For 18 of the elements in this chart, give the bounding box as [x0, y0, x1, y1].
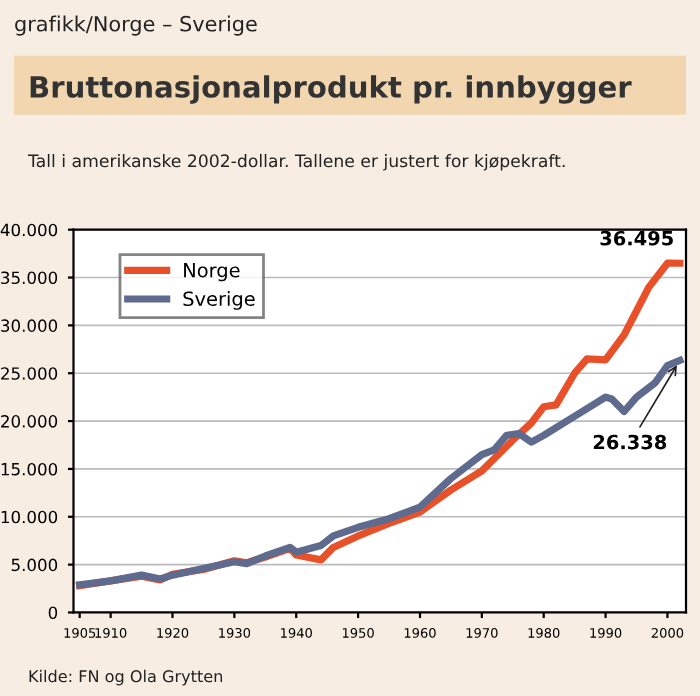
y-tick-label: 25.000 — [1, 367, 58, 380]
chart-title: Bruttonasjonalprodukt pr. innbygger — [30, 75, 632, 104]
y-tick-label: 0 — [48, 606, 58, 620]
y-tick-label: 10.000 — [1, 510, 58, 524]
y-tick-label: 5.000 — [11, 558, 58, 572]
annotation: 26.338 — [593, 434, 667, 450]
text: grafikk/Norge – Sverige — [15, 15, 257, 36]
y-tick-label: 35.000 — [1, 271, 58, 285]
line-series — [76, 356, 684, 589]
text: Kilde: FN og Ola Grytten — [29, 669, 223, 686]
y-tick-label: 15.000 — [1, 462, 58, 476]
chart-subtitle: Tall i amerikanske 2002-dollar. Tallene er justert for kjøpekraft. — [27, 153, 565, 171]
y-tick-label: 30.000 — [1, 319, 58, 332]
legend-label: Sverige — [183, 291, 255, 310]
annotation: 36.495 — [600, 230, 673, 246]
legend-label: Norge — [184, 263, 240, 282]
y-tick-label: 20.000 — [1, 415, 58, 428]
y-tick-label: 40.000 — [0, 223, 58, 237]
